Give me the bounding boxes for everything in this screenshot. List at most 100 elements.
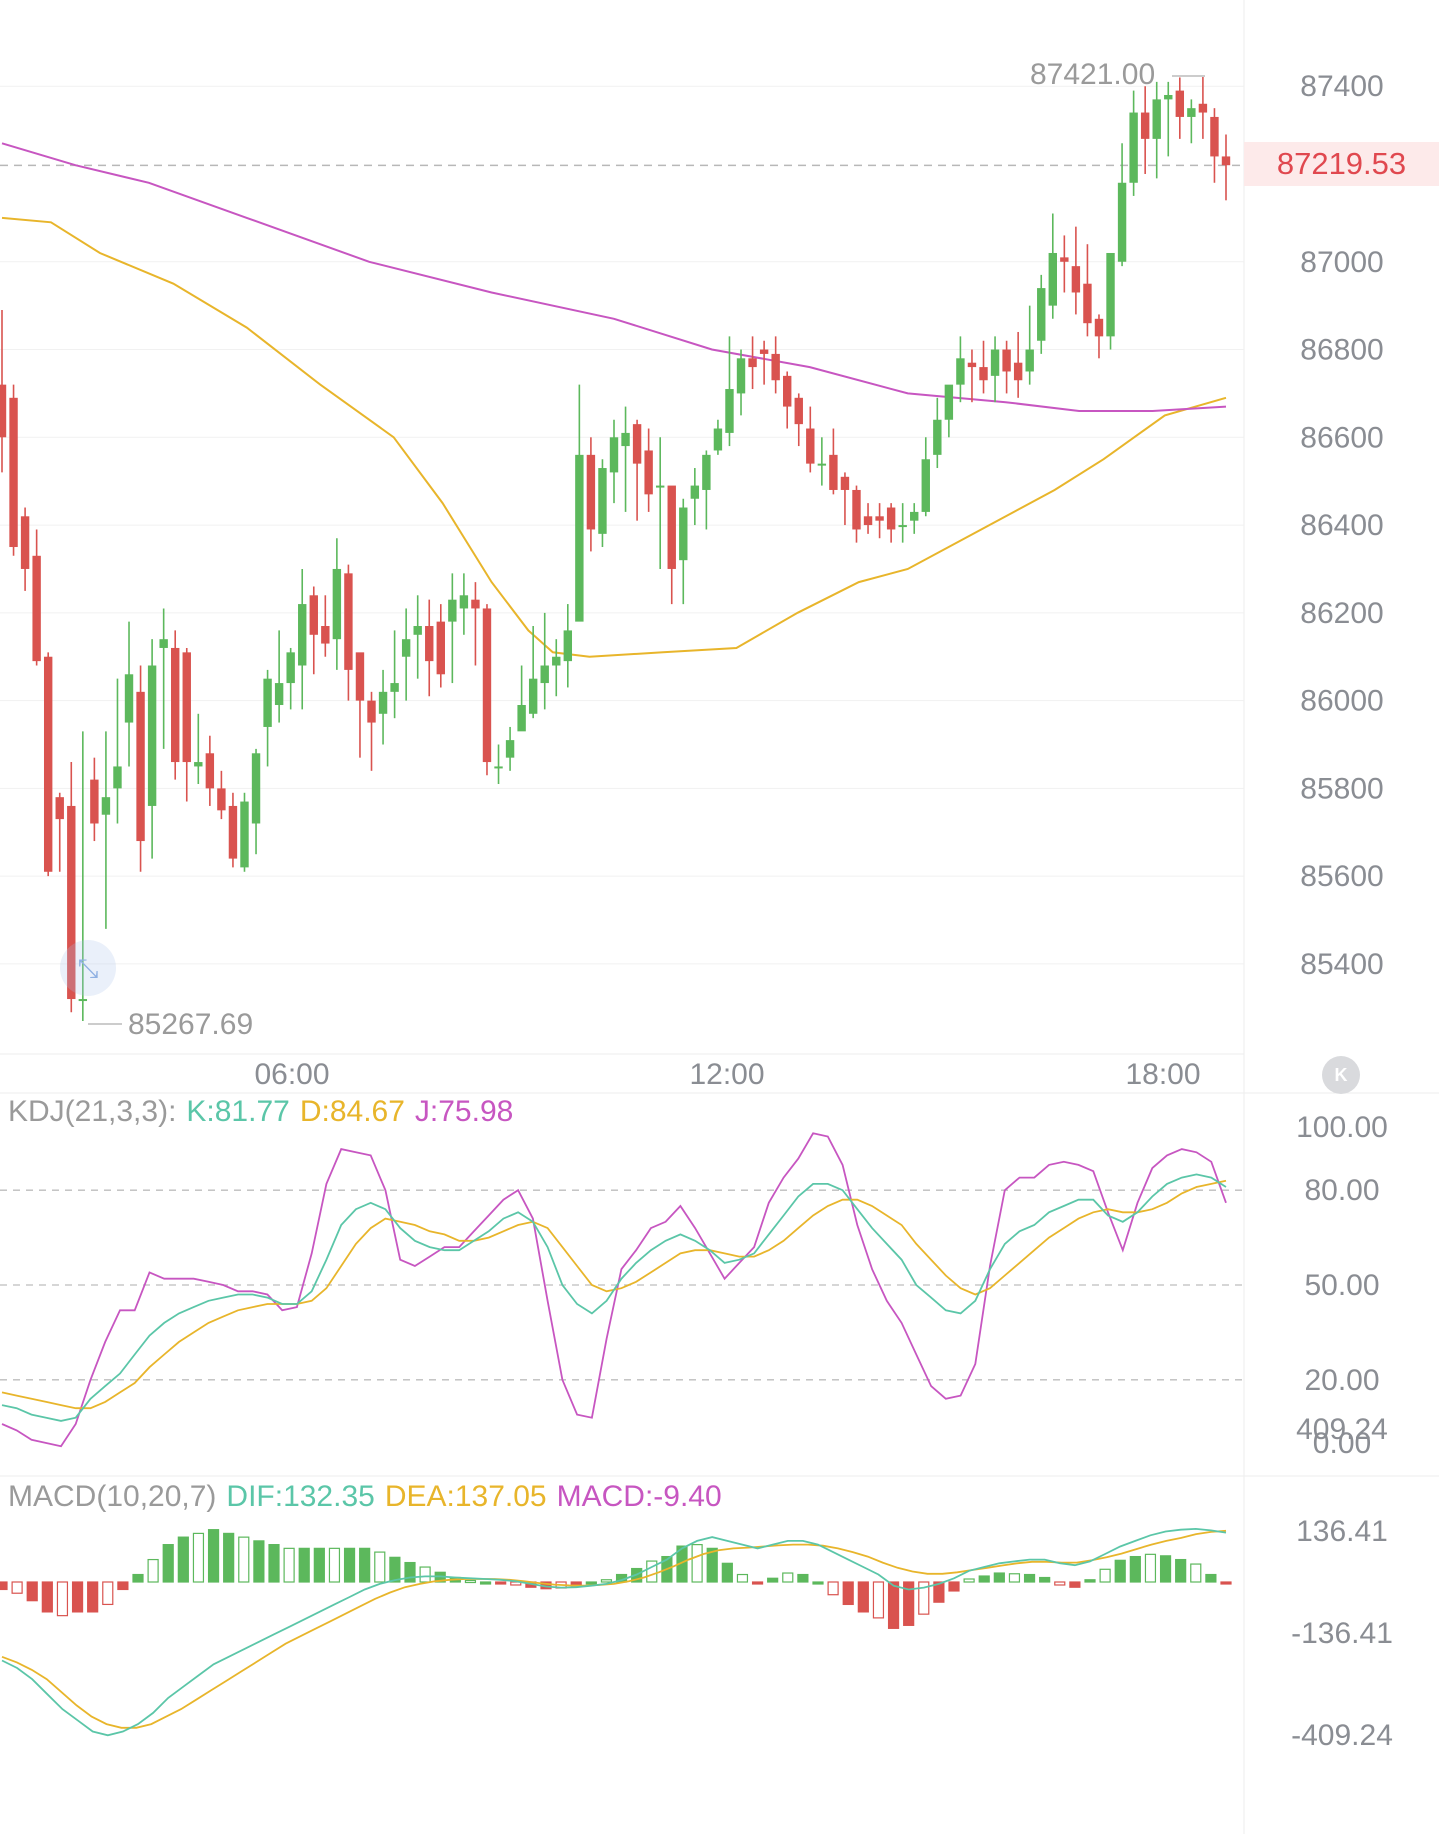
macd-histogram-bar <box>389 1556 401 1583</box>
macd-histogram-bar <box>963 1578 975 1583</box>
candle-body <box>298 604 307 666</box>
candle-body <box>1025 349 1034 372</box>
kdj-k-value: K:81.77 <box>186 1095 290 1128</box>
candle-body <box>644 450 653 495</box>
macd-histogram-bar <box>132 1573 144 1583</box>
candle-body <box>205 753 215 789</box>
macd-histogram-bar <box>162 1544 174 1583</box>
candle-body <box>956 358 965 385</box>
macd-histogram-bar <box>0 1581 8 1591</box>
macd-histogram-bar <box>827 1581 839 1596</box>
candle-body <box>101 797 111 815</box>
candle-body <box>1198 103 1208 113</box>
candle-body <box>1140 112 1150 139</box>
candle-body <box>217 788 226 811</box>
macd-tick-label: 136.41 <box>1296 1515 1388 1548</box>
macd-histogram-bar <box>812 1581 824 1585</box>
kdj-d-value: D:84.67 <box>299 1095 405 1128</box>
macd-histogram-bar <box>1144 1553 1157 1583</box>
candle-body <box>702 454 711 490</box>
macd-histogram-bar <box>978 1575 990 1583</box>
kdj-legend: KDJ(21,3,3): K:81.77 D:84.67 J:75.98 <box>8 1095 523 1129</box>
kdj-j-value: J:75.98 <box>414 1095 514 1128</box>
macd-histogram-bar <box>887 1581 900 1629</box>
macd-histogram-bar <box>736 1573 749 1583</box>
candle-body <box>921 459 930 512</box>
candle-body <box>586 454 596 530</box>
candles <box>0 77 1231 1021</box>
ma-line-MA-purple <box>1 142 1227 412</box>
candle-body <box>552 656 561 666</box>
kline-toggle-icon[interactable]: K <box>1322 1056 1360 1094</box>
macd-histogram-bar <box>993 1572 1005 1583</box>
candle-body <box>505 740 515 758</box>
macd-histogram-bar <box>1069 1581 1081 1588</box>
macd-panel: 409.24 136.41 -136.41 -409.24 <box>0 1413 1393 1752</box>
kdj-tick-label: 50.00 <box>1304 1269 1379 1302</box>
candle-body <box>679 507 688 561</box>
macd-histogram-bar <box>1159 1555 1172 1583</box>
candle-body <box>517 705 526 732</box>
candle-body <box>90 779 99 824</box>
macd-histogram-bar <box>1220 1581 1232 1585</box>
macd-legend: MACD(10,20,7) DIF:132.35 DEA:137.05 MACD:-9… <box>8 1480 732 1514</box>
macd-histogram-bar <box>1099 1568 1111 1583</box>
macd-histogram-bar <box>238 1536 250 1583</box>
candle-body <box>759 349 769 354</box>
macd-histogram-bar <box>918 1581 930 1615</box>
candle-body <box>1071 266 1081 293</box>
candle-body <box>863 516 873 526</box>
current-price-tag: 87219.53 <box>1244 142 1439 186</box>
price-tick-label: 85600 <box>1300 860 1383 893</box>
candle-body <box>147 665 157 806</box>
macd-histogram-bar <box>797 1573 809 1583</box>
macd-histogram-bar <box>1175 1558 1187 1583</box>
candle-body <box>1106 252 1115 337</box>
macd-histogram-bar <box>751 1581 764 1585</box>
candle-body <box>9 397 18 548</box>
moving-average-lines <box>1 142 1227 658</box>
kdj-tick-label: 20.00 <box>1304 1364 1379 1397</box>
macd-histogram-bar <box>117 1581 129 1591</box>
candle-body <box>113 766 122 789</box>
macd-tick-label: 409.24 <box>1296 1413 1388 1446</box>
candle-body <box>136 691 145 842</box>
kdj-line-J <box>1 1132 1227 1448</box>
macd-histogram-bar <box>706 1547 718 1583</box>
candle-body <box>1094 318 1104 337</box>
candle-body <box>598 468 607 534</box>
candle-body <box>124 674 134 723</box>
price-tick-label: 87000 <box>1300 246 1383 279</box>
macd-histogram-bar <box>102 1581 114 1606</box>
macd-dea-value: DEA:137.05 <box>384 1480 547 1513</box>
macd-histogram-bar <box>177 1536 189 1583</box>
trend-arrows-icon[interactable]: ⤡ <box>60 940 116 996</box>
macd-histogram-bar <box>495 1581 507 1585</box>
macd-histogram-bar <box>419 1566 431 1583</box>
candle-body <box>817 463 827 466</box>
candle-body <box>471 599 480 609</box>
candle-body <box>67 805 76 1000</box>
candle-body <box>20 516 30 569</box>
macd-histogram-bar <box>585 1581 597 1585</box>
candle-body <box>1164 94 1173 100</box>
candle-body <box>632 424 642 464</box>
macd-histogram-bar <box>1084 1579 1096 1583</box>
candle-body <box>459 595 469 609</box>
candle-body <box>1037 288 1046 341</box>
macd-histogram-bar <box>11 1581 23 1594</box>
candle-body <box>494 766 503 769</box>
candle-body <box>575 454 584 622</box>
candle-body <box>1013 362 1023 381</box>
candle-body <box>840 476 850 490</box>
candle-body <box>321 626 330 644</box>
candle-body <box>390 683 399 692</box>
candle-body <box>609 437 619 473</box>
candle-body <box>251 753 261 824</box>
kdj-tick-label: 100.00 <box>1296 1111 1388 1144</box>
candle-body <box>990 349 1000 376</box>
candle-body <box>528 678 538 714</box>
candle-body <box>886 507 896 530</box>
candle-body <box>425 626 434 662</box>
